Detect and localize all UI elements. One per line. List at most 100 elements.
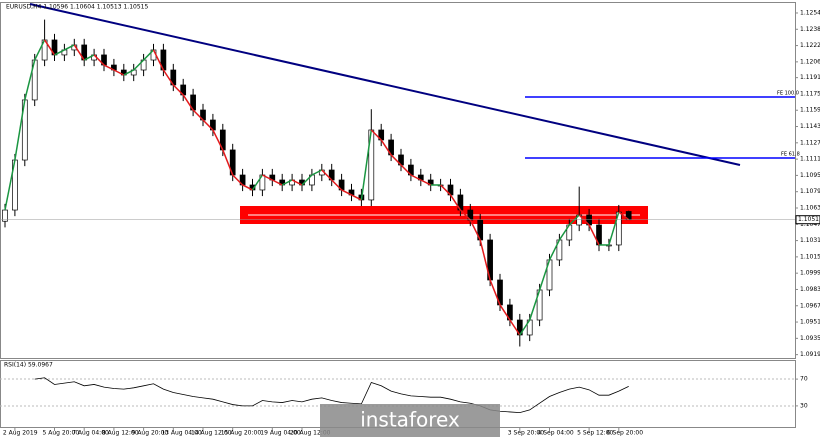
x-tick-label: 13 Aug 04:00 (161, 430, 202, 437)
trend-ma (360, 129, 373, 201)
trend-ma (73, 44, 85, 61)
trend-ma (93, 54, 105, 66)
logo: instaforex (360, 408, 460, 432)
trend-ma (509, 319, 521, 336)
x-tick-label: 19 Aug 04:00 (260, 430, 301, 437)
trend-ma (321, 169, 333, 181)
y-tick-label: 1.10790 (800, 188, 820, 195)
x-tick-label: 5 Sep 12:00 (577, 430, 613, 437)
trend-ma (420, 179, 432, 186)
trend-ma (281, 179, 293, 186)
y-tick-label: 1.12545 (800, 9, 820, 16)
trend-ma (64, 44, 75, 51)
trend-ma (4, 159, 16, 211)
rsi-line (34, 377, 629, 414)
trend-ma (311, 169, 323, 176)
trend-ma (341, 189, 352, 196)
y-tick-label: 1.12225 (800, 42, 820, 49)
trend-ma (410, 174, 422, 181)
x-tick-label: 9 Aug 20:00 (132, 430, 169, 437)
trend-ma (54, 49, 65, 56)
trend-ma (331, 179, 343, 191)
y-tick-label: 1.09190 (800, 351, 820, 358)
y-tick-label: 1.10950 (800, 172, 820, 179)
y-tick-label: 1.11110 (800, 156, 820, 163)
x-tick-label: 14 Aug 12:00 (191, 430, 232, 437)
y-tick-label: 70 (800, 376, 808, 383)
x-tick-label: 20 Aug 12:00 (290, 430, 331, 437)
x-tick-label: 8 Aug 12:00 (102, 430, 139, 437)
y-tick-label: 1.11270 (800, 139, 820, 146)
trend-ma (212, 129, 224, 151)
y-tick-label: 1.09350 (800, 335, 820, 342)
trend-ma (222, 149, 234, 176)
logo-box (320, 404, 500, 437)
trend-ma (499, 304, 511, 321)
trend-ma (83, 54, 95, 61)
trend-ma (459, 209, 471, 221)
price-tag-label: 1.10515 (798, 216, 820, 223)
trend-ma (242, 184, 253, 191)
price-panel (0, 2, 796, 359)
candle-body (81, 44, 88, 61)
trend-ma (251, 174, 264, 191)
x-tick-label: 15 Aug 20:00 (221, 430, 262, 437)
x-tick-label: 3 Sep 20:00 (508, 430, 544, 437)
trend-ma (34, 39, 46, 61)
x-tick-label: 4 Sep 04:00 (538, 430, 574, 437)
trend-ma (400, 164, 412, 176)
trend-ma (548, 239, 561, 261)
fibo-label: FE 100.0 (777, 91, 799, 97)
trend-ma (538, 259, 551, 291)
y-tick-label: 1.09670 (800, 302, 820, 309)
y-tick-label: 1.09990 (800, 270, 820, 277)
trend-ma (568, 214, 580, 226)
y-tick-label: 1.10150 (800, 253, 820, 260)
trend-ma (608, 211, 620, 246)
price-tag (795, 215, 820, 225)
trend-ma (380, 139, 392, 156)
trend-ma (271, 179, 283, 186)
trend-ma (390, 154, 402, 166)
trend-ma (301, 174, 313, 186)
trend-ma (123, 69, 135, 76)
trend-ma (558, 224, 570, 241)
trend-ma (519, 319, 531, 336)
y-tick-label: 1.11590 (800, 107, 820, 114)
trend-ma (588, 224, 600, 246)
trend-ma (172, 84, 184, 96)
marks: 1.12545 1.12385 1.12225 1.12065 1.11910 1.117… (0, 9, 820, 437)
x-tick-label: 7 Aug 04:00 (72, 430, 109, 437)
y-tick-label: 1.09510 (800, 319, 820, 326)
trend-ma (192, 109, 204, 121)
trend-ma (232, 174, 244, 186)
trend-ma (469, 219, 481, 241)
trend-ma (370, 129, 382, 141)
rsi-title: RSI(14) 59.0967 (4, 362, 53, 369)
trend-ma (14, 99, 26, 161)
x-tick-label: 6 Sep 20:00 (607, 430, 643, 437)
trend-ma (182, 94, 194, 111)
trend-ma (528, 289, 541, 321)
trend-ma (578, 214, 590, 226)
y-tick-label: 1.12065 (800, 58, 820, 65)
y-tick-label: 1.10630 (800, 204, 820, 211)
trend-ma (291, 179, 303, 186)
trend-ma (262, 174, 273, 181)
trend-ma (162, 69, 174, 86)
trend-line (29, 3, 741, 166)
trend-ma (103, 64, 115, 71)
x-tick-label: 5 Aug 20:00 (43, 430, 80, 437)
x-tick-label: 2 Aug 2019 (3, 430, 38, 437)
trend-ma (43, 39, 56, 56)
trend-ma (479, 239, 491, 281)
y-tick-label: 30 (800, 402, 808, 409)
y-tick-label: 1.09830 (800, 286, 820, 293)
trend-ma (489, 279, 501, 306)
trend-ma (113, 69, 125, 76)
trend-ma (24, 59, 36, 101)
trend-ma (351, 194, 362, 201)
y-tick-label: 1.11430 (800, 123, 820, 130)
y-tick-label: 1.10470 (800, 221, 820, 228)
